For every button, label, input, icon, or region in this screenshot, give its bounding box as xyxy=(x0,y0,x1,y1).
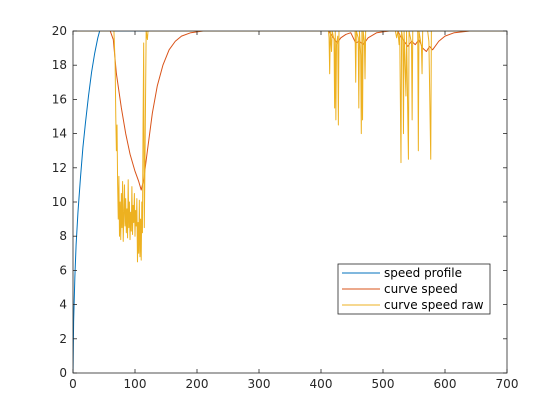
legend-label-2: curve speed raw xyxy=(384,298,484,312)
y-tick-label: 16 xyxy=(52,92,67,106)
x-tick-label: 0 xyxy=(69,377,77,391)
x-tick-label: 300 xyxy=(248,377,271,391)
series-line-0 xyxy=(73,31,507,373)
y-tick-label: 8 xyxy=(59,229,67,243)
x-tick-label: 100 xyxy=(124,377,147,391)
series-line-2 xyxy=(73,31,507,263)
legend-label-0: speed profile xyxy=(384,266,462,280)
x-tick-label: 400 xyxy=(310,377,333,391)
x-tick-label: 600 xyxy=(434,377,457,391)
x-tick-label: 500 xyxy=(372,377,395,391)
y-tick-label: 2 xyxy=(59,332,67,346)
y-tick-label: 14 xyxy=(52,127,67,141)
legend-label-1: curve speed xyxy=(384,282,458,296)
plot-area xyxy=(73,31,507,373)
x-tick-label: 200 xyxy=(186,377,209,391)
y-tick-label: 20 xyxy=(52,24,67,38)
y-tick-label: 18 xyxy=(52,58,67,72)
series-layer xyxy=(73,31,507,373)
x-tick-label: 700 xyxy=(496,377,519,391)
y-tick-label: 0 xyxy=(59,366,67,380)
y-tick-label: 4 xyxy=(59,298,67,312)
y-tick-label: 10 xyxy=(52,195,67,209)
y-tick-label: 6 xyxy=(59,263,67,277)
legend: speed profile curve speed curve speed raw xyxy=(337,263,491,315)
ticks-layer: 0 100 200 300 400 500 600 700 0 2 4 6 8 10 12 14 16 18 20 xyxy=(52,24,519,391)
y-tick-label: 12 xyxy=(52,161,67,175)
